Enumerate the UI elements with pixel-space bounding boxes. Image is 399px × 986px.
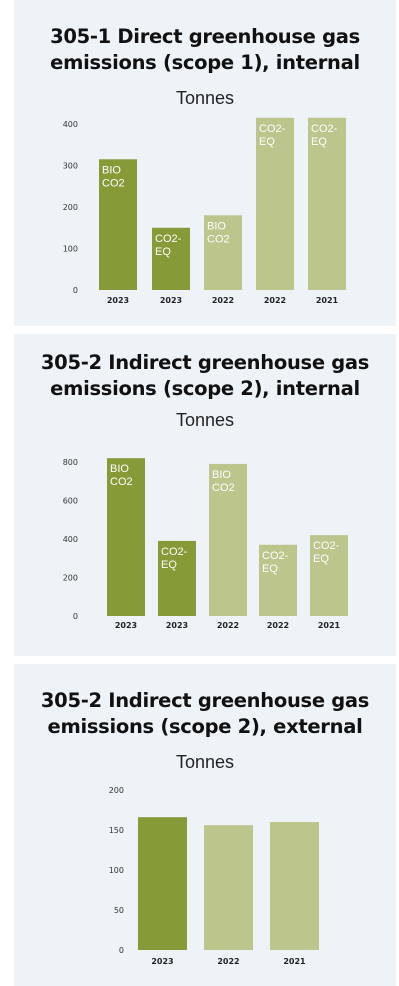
bar-label: EQ	[262, 563, 278, 575]
unit-label: Tonnes	[175, 752, 235, 772]
bar	[152, 227, 190, 290]
bar	[99, 159, 137, 290]
bar-label: CO2	[212, 482, 235, 494]
chart-title-line: 305-2 Indirect greenhouse gas	[40, 689, 370, 712]
y-tick-label: 300	[63, 162, 78, 171]
bar	[308, 117, 346, 291]
bar-label: EQ	[311, 136, 327, 148]
y-tick-label: 400	[63, 535, 78, 544]
bar-label: EQ	[259, 136, 275, 148]
bar	[310, 535, 348, 616]
x-tick-label: 2022	[217, 957, 239, 966]
bar	[270, 822, 319, 950]
bar-label: EQ	[313, 553, 329, 565]
y-tick-label: 200	[63, 203, 78, 212]
bar	[158, 540, 196, 616]
bar-label: EQ	[155, 246, 171, 258]
x-tick-label: 2023	[107, 296, 129, 305]
chart-title-line: emissions (scope 2), external	[47, 715, 363, 738]
bar	[204, 825, 253, 950]
bar-label: CO2-	[311, 123, 338, 135]
unit-label: Tonnes	[175, 410, 235, 430]
bar-label: CO2	[207, 233, 230, 245]
bar-label: BIO	[207, 220, 226, 232]
chart-panel-scope2-internal: 305-2 Indirect greenhouse gas emissions …	[14, 334, 396, 656]
bar-label: BIO	[110, 463, 129, 475]
bar-chart-scope2-internal: 0200400600800BIOCO22023CO2-EQ2023BIOCO22…	[63, 458, 348, 630]
x-tick-label: 2021	[318, 621, 341, 630]
bar-label: CO2-	[313, 540, 340, 552]
y-tick-label: 100	[63, 245, 78, 254]
y-tick-label: 150	[109, 826, 124, 835]
bar	[256, 117, 294, 291]
y-tick-label: 50	[114, 906, 124, 915]
bar-chart-scope2-external: 0 50 100 150 200 2023 2022 2021	[109, 786, 319, 966]
bar-label: EQ	[161, 559, 177, 571]
chart-panel-scope2-external: 305-2 Indirect greenhouse gas emissions …	[14, 664, 396, 986]
bar	[259, 544, 297, 616]
y-tick-label: 400	[63, 120, 78, 129]
bar	[138, 817, 187, 950]
y-tick-label: 800	[63, 458, 78, 467]
x-tick-label: 2022	[212, 296, 234, 305]
bar-label: BIO	[102, 164, 121, 176]
x-tick-label: 2022	[264, 296, 286, 305]
chart-title: 305-2 Indirect greenhouse gas emissions …	[14, 350, 396, 402]
bar	[204, 215, 242, 290]
bar-label: CO2	[102, 177, 125, 189]
chart-title: 305-1 Direct greenhouse gas emissions (s…	[14, 24, 396, 76]
y-tick-label: 0	[119, 946, 124, 955]
chart-title: 305-2 Indirect greenhouse gas emissions …	[14, 688, 396, 740]
bar-label: BIO	[212, 469, 231, 481]
x-tick-label: 2023	[166, 621, 188, 630]
chart-panel-scope1-internal: 305-1 Direct greenhouse gas emissions (s…	[14, 0, 396, 326]
x-tick-label: 2021	[283, 957, 306, 966]
bar-label: CO2	[110, 476, 133, 488]
y-tick-label: 200	[109, 786, 124, 795]
x-tick-label: 2023	[115, 621, 137, 630]
unit-label: Tonnes	[175, 88, 235, 108]
y-tick-label: 200	[63, 574, 78, 583]
chart-title-line: 305-2 Indirect greenhouse gas	[40, 351, 370, 374]
chart-title-line: emissions (scope 2), internal	[50, 377, 360, 400]
x-tick-label: 2023	[160, 296, 182, 305]
x-tick-label: 2021	[316, 296, 339, 305]
bar	[107, 458, 145, 616]
x-tick-label: 2022	[267, 621, 289, 630]
y-tick-label: 100	[109, 866, 124, 875]
bar-label: CO2-	[161, 546, 188, 558]
bar-label: CO2-	[259, 123, 286, 135]
bar-label: CO2-	[155, 233, 182, 245]
chart-title-line: emissions (scope 1), internal	[50, 51, 360, 74]
x-tick-label: 2023	[151, 957, 173, 966]
chart-title-line: 305-1 Direct greenhouse gas	[50, 25, 360, 48]
y-tick-label: 0	[73, 286, 78, 295]
y-tick-label: 600	[63, 497, 78, 506]
y-tick-label: 0	[73, 612, 78, 621]
bar-label: CO2-	[262, 550, 289, 562]
x-tick-label: 2022	[217, 621, 239, 630]
bar	[209, 463, 247, 616]
bar-chart-scope1-internal: 0100200300400BIOCO22023CO2-EQ2023BIOCO22…	[63, 117, 346, 305]
